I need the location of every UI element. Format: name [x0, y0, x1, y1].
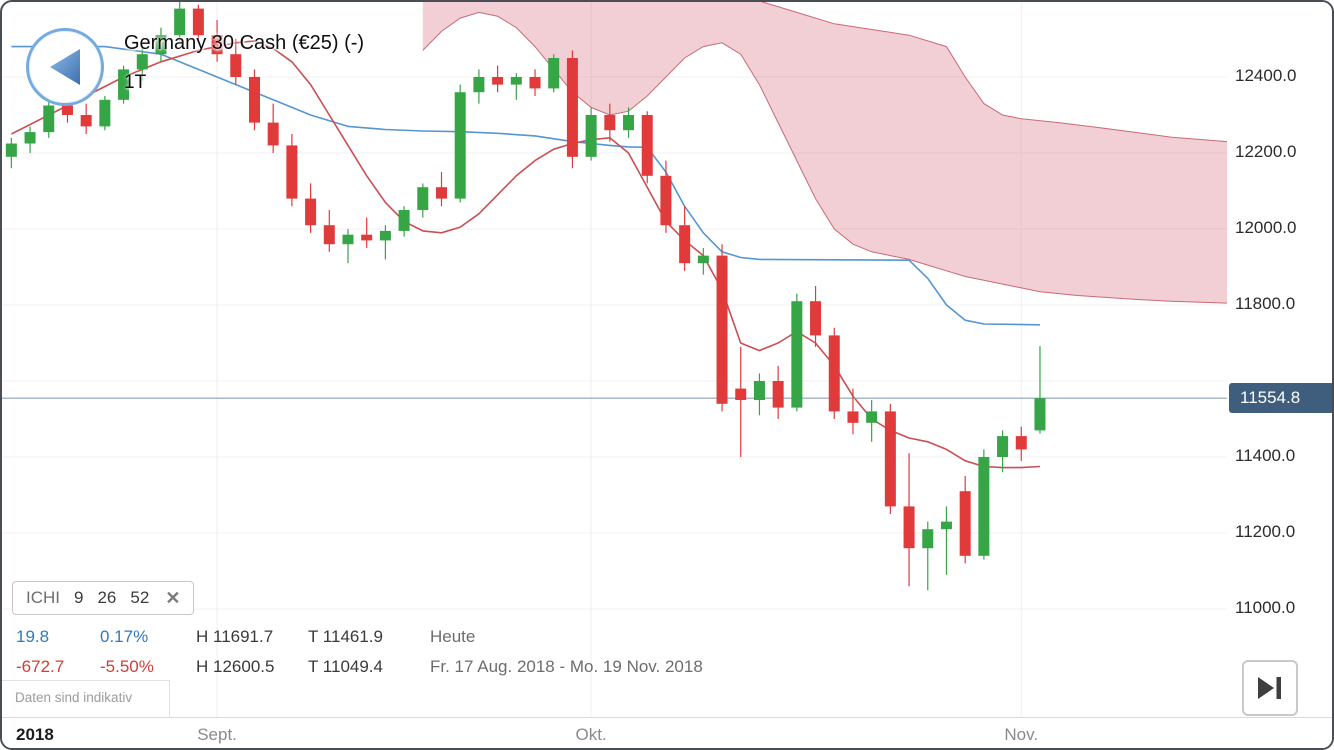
price-tick-label: 11200.0 [1235, 522, 1296, 541]
price-tick-label: 11400.0 [1235, 446, 1296, 465]
indicator-param-2: 26 [97, 588, 117, 607]
indicator-name: ICHI [26, 588, 60, 607]
skip-to-end-icon [1258, 677, 1281, 699]
quote-stats: 19.8 0.17% H 11691.7 T 11461.9 Heute -67… [16, 627, 703, 677]
price-tick-label: 11800.0 [1235, 294, 1296, 313]
time-tick-label: 2018 [16, 725, 54, 744]
price-tick-label: 12200.0 [1235, 142, 1297, 161]
indicator-param-1: 9 [74, 588, 84, 607]
time-axis: 2018 Sept. Okt. Nov. [2, 717, 1332, 748]
low-today: T 11461.9 [308, 627, 383, 646]
price-tick-label: 11000.0 [1235, 598, 1296, 617]
period-date-range: Fr. 17 Aug. 2018 - Mo. 19 Nov. 2018 [430, 657, 703, 676]
price-tick-label: 12000.0 [1235, 218, 1297, 237]
indicator-param-3: 52 [130, 588, 150, 607]
back-button[interactable] [26, 28, 104, 106]
timeframe-label[interactable]: 1T [124, 72, 147, 93]
high-today: H 11691.7 [196, 627, 274, 646]
change-period: -672.7 [16, 657, 65, 676]
candlestick-chart-svg [2, 2, 1228, 717]
change-period-pct: -5.50% [100, 657, 154, 676]
high-period: H 12600.5 [196, 657, 275, 676]
indicator-chip[interactable]: ICHI 9 26 52 ✕ [12, 581, 195, 615]
time-tick-label: Nov. [1004, 725, 1039, 744]
current-price-badge: 11554.8 [1229, 383, 1332, 414]
time-tick-label: Sept. [197, 725, 237, 744]
price-tick-label: 12400.0 [1235, 66, 1297, 85]
today-label: Heute [430, 627, 476, 646]
low-period: T 11049.4 [308, 657, 383, 676]
indicator-remove-icon[interactable]: ✕ [165, 587, 181, 608]
back-arrow-icon [50, 49, 80, 85]
change-today-pct: 0.17% [100, 627, 149, 646]
price-axis: 12400.0 12200.0 12000.0 11800.0 11400.0 11200… [1227, 2, 1332, 717]
disclaimer-text: Daten sind indikativ [2, 680, 170, 717]
instrument-title: Germany 30 Cash (€25) (-) [124, 32, 365, 54]
price-chart[interactable] [2, 2, 1228, 717]
change-today: 19.8 [16, 627, 50, 646]
skip-to-latest-button[interactable] [1242, 660, 1298, 716]
time-tick-label: Okt. [575, 725, 607, 744]
